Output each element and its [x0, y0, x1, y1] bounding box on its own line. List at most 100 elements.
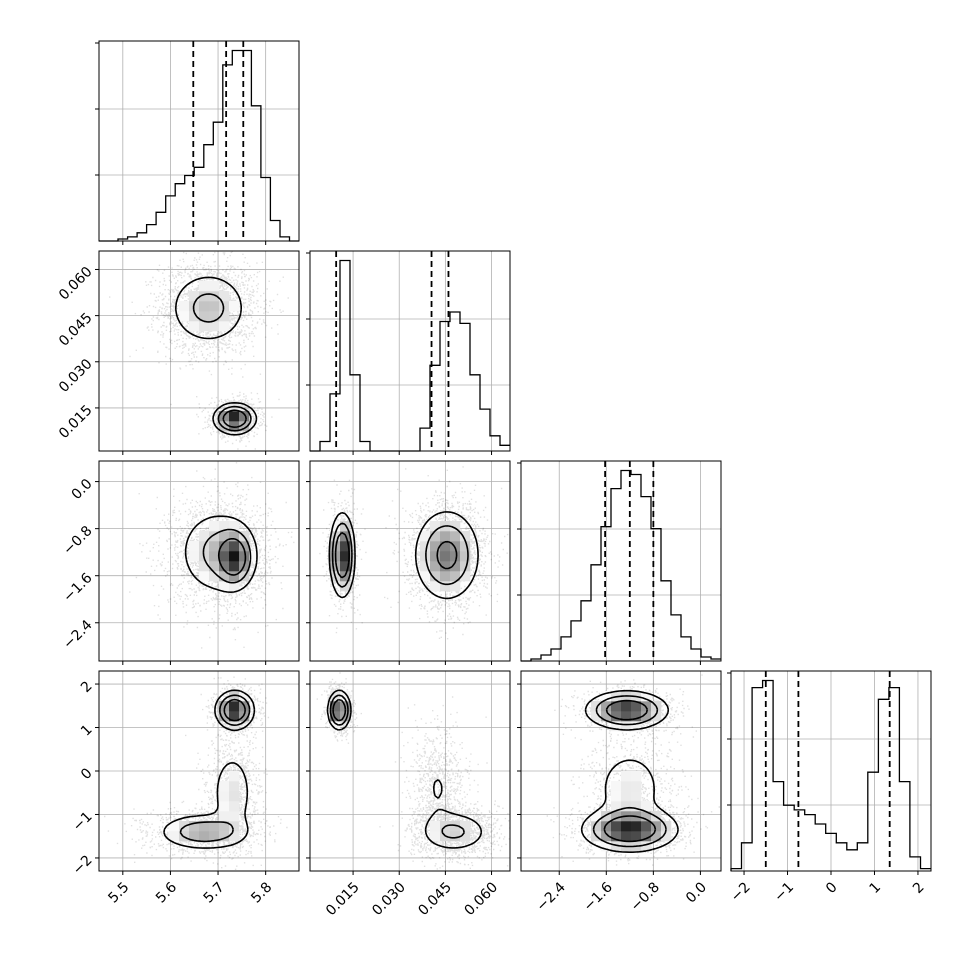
density-cell	[249, 551, 260, 562]
panel-2-0: −2.4 −1.6 −0.8 0.0	[60, 460, 300, 665]
panel-frame	[98, 250, 300, 452]
density-cell	[219, 291, 230, 302]
panel-3-1: 0.015 0.030 0.045 0.060	[306, 670, 511, 919]
x-tick-label: 0	[823, 879, 841, 897]
panel-3-0: −2 −1 0 1 2 5.5 5.6 5.7 5.8	[70, 670, 300, 906]
density-cell	[199, 831, 210, 842]
contour-line	[326, 689, 483, 849]
x-tick-label: −1	[771, 879, 797, 905]
histogram-1	[310, 259, 510, 452]
density-cell	[229, 421, 240, 432]
density-cell	[430, 581, 441, 592]
density-cell	[641, 811, 652, 822]
contour-line	[179, 694, 251, 843]
density-cell	[189, 831, 200, 842]
density-cell	[340, 521, 351, 532]
density-cell	[621, 711, 632, 722]
density-cell	[330, 721, 341, 732]
density-cell	[330, 701, 341, 712]
density-cell	[460, 831, 471, 842]
panel-frame	[98, 40, 300, 242]
density-cell	[340, 561, 351, 572]
density-cell	[440, 581, 451, 592]
panel-1-0: 0.015 0.030 0.045 0.060	[56, 250, 300, 455]
density-cell	[219, 781, 230, 792]
density-cell	[219, 801, 230, 812]
density-cell	[641, 711, 652, 722]
density-cell	[430, 571, 441, 582]
density-cell	[460, 821, 471, 832]
density-cell	[440, 551, 451, 562]
density-cell	[601, 811, 612, 822]
density-cell	[621, 831, 632, 842]
density-cell	[460, 551, 471, 562]
contour-line	[332, 698, 347, 722]
density-cell	[229, 541, 240, 552]
density-cell	[651, 711, 662, 722]
density-cell	[229, 301, 240, 312]
x-tick-label: 0.030	[369, 879, 409, 919]
density-cell	[450, 571, 461, 582]
x-tick-label: −1.6	[581, 879, 616, 914]
contour-line	[192, 293, 252, 432]
density-cell	[199, 281, 210, 292]
density-cell	[199, 821, 210, 832]
density-cell	[199, 531, 210, 542]
density-cell	[611, 721, 622, 732]
density-cell	[229, 531, 240, 542]
density-cell	[219, 811, 230, 822]
contour-line	[334, 531, 458, 579]
density-cell	[631, 821, 642, 832]
density-cell	[621, 821, 632, 832]
density-cell	[450, 821, 461, 832]
density-cell	[601, 841, 612, 852]
density-cell	[450, 551, 461, 562]
panel-frame	[309, 670, 511, 872]
density-cell	[631, 711, 642, 722]
density-cell	[219, 831, 230, 842]
density-cell	[460, 531, 471, 542]
density-cell	[450, 561, 461, 572]
density-cell	[611, 821, 622, 832]
density-cell	[330, 541, 341, 552]
contour-line	[217, 538, 247, 576]
density-cell	[209, 281, 220, 292]
density-cell	[239, 541, 250, 552]
density-cell	[611, 711, 622, 722]
density-cell	[179, 301, 190, 312]
x-tick-label: −0.8	[628, 879, 663, 914]
density-cell	[340, 541, 351, 552]
density-cell	[621, 701, 632, 712]
x-tick-label: 5.6	[153, 879, 180, 906]
density-cell	[229, 691, 240, 702]
density-cell	[450, 531, 461, 542]
density-cell	[591, 701, 602, 712]
panel-content	[319, 466, 510, 640]
density-cell	[420, 531, 431, 542]
density-cell	[641, 841, 652, 852]
y-tick-label: 1	[78, 722, 96, 740]
panel-2-1	[306, 460, 511, 665]
density-cell	[641, 821, 652, 832]
density-cell	[611, 831, 622, 842]
density-cell	[601, 831, 612, 842]
x-tick-label: 5.7	[201, 879, 228, 906]
density-cell	[209, 571, 220, 582]
density-cell	[209, 521, 220, 532]
density-cell	[169, 821, 180, 832]
panel-0-0	[95, 40, 300, 245]
density-cell	[430, 821, 441, 832]
density-cell	[430, 831, 441, 842]
contour-line	[329, 694, 465, 839]
histogram-0	[99, 49, 299, 242]
density-cell	[430, 551, 441, 562]
y-tick-label: −2.4	[60, 617, 95, 652]
density-cell	[219, 571, 230, 582]
y-tick-label: 0.015	[56, 402, 96, 442]
density-cell	[199, 561, 210, 572]
density-cell	[651, 831, 662, 842]
density-cell	[631, 791, 642, 802]
scatter-points	[104, 676, 288, 870]
density-cell	[460, 541, 471, 552]
scatter-points	[109, 251, 289, 450]
